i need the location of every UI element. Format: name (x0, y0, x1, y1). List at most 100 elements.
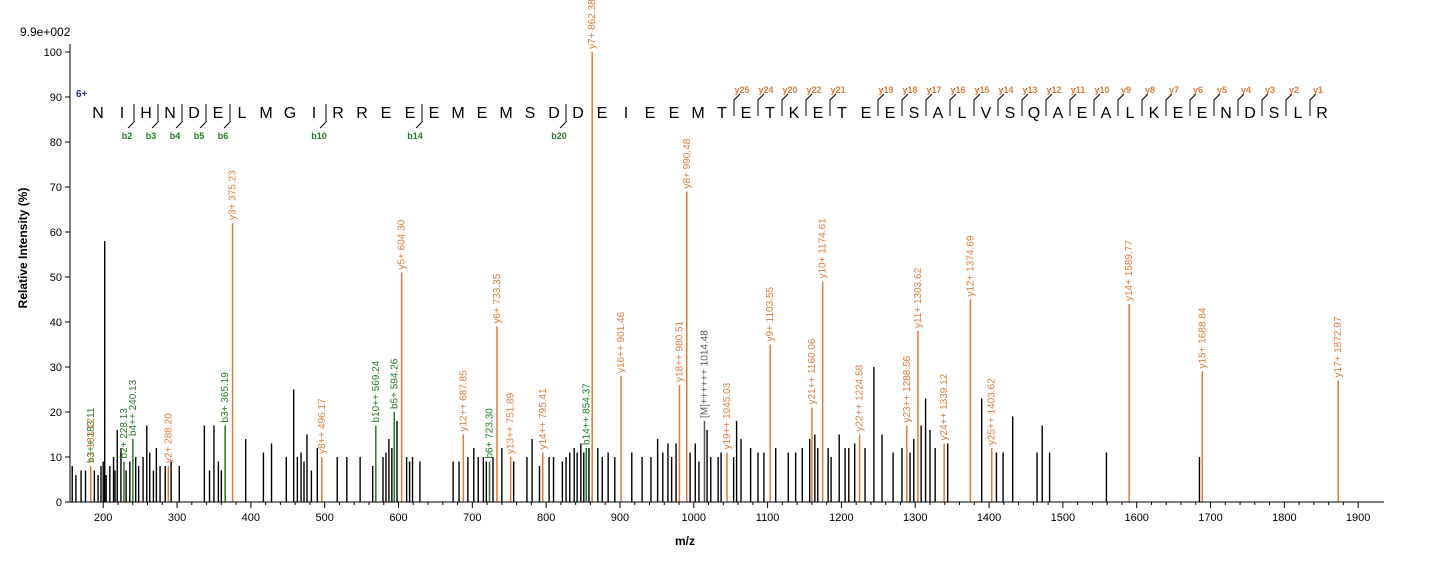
residue-letter: E (1197, 105, 1208, 122)
y-ion-label: y22 (806, 85, 821, 95)
residue-letter: L (1294, 105, 1303, 122)
y-ion-label: y10 (1094, 85, 1109, 95)
peak-label: [M]++++++ 1014.48 (699, 330, 710, 418)
y-ion-bracket (781, 93, 789, 116)
y-ion-label: y14 (998, 85, 1013, 95)
peak-label: y15+ 1688.84 (1197, 307, 1208, 368)
y-ion-label: y19 (878, 85, 893, 95)
y-tick-label: 40 (50, 317, 62, 329)
residue-letter: T (717, 105, 727, 122)
y-tick-label: 80 (50, 137, 62, 149)
peaks-layer (71, 52, 1339, 502)
residue-letter: D (548, 105, 560, 122)
residue-letter: K (789, 105, 800, 122)
peak-label: y22++ 1224.58 (855, 364, 866, 431)
x-tick-label: 1100 (756, 512, 780, 524)
residue-letter: M (451, 105, 464, 122)
b-ion-bracket (223, 104, 231, 129)
b-ion-bracket (175, 104, 183, 129)
residue-letter: H (140, 105, 152, 122)
x-tick-label: 1700 (1198, 512, 1222, 524)
residue-letter: E (861, 105, 872, 122)
x-tick-label: 1800 (1272, 512, 1296, 524)
y-axis-title: Relative Intensity (%) (16, 188, 30, 309)
y-ion-label: y16 (950, 85, 965, 95)
x-tick-label: 1900 (1346, 512, 1370, 524)
residue-letter: E (213, 105, 224, 122)
y-ion-bracket (1093, 93, 1101, 116)
y-ion-bracket (1069, 93, 1077, 116)
residue-letter: E (597, 105, 608, 122)
residue-letter: L (958, 105, 967, 122)
b-ion-label: b20 (551, 131, 567, 141)
residue-letter: S (1269, 105, 1280, 122)
b-ion-bracket (319, 104, 327, 129)
residue-letter: E (669, 105, 680, 122)
residue-letter: M (499, 105, 512, 122)
x-tick-label: 500 (316, 512, 334, 524)
b-ion-bracket (127, 104, 135, 129)
y-ion-label: y1 (1313, 85, 1323, 95)
y-ion-label: y4 (1241, 85, 1251, 95)
axes-layer: 0 10 20 30 40 50 60 70 80 90 100 200 300 400 500 600 700… (44, 44, 1384, 524)
residue-letter: V (981, 105, 992, 122)
peak-label: y5+ 604.30 (397, 219, 408, 269)
residue-letter: A (933, 105, 944, 122)
x-tick-label: 800 (537, 512, 555, 524)
residue-letter: D (572, 105, 584, 122)
peak-label: y16++ 901.46 (616, 311, 627, 373)
y-tick-label: 10 (50, 452, 62, 464)
peak-label: b3++ 183.11 (86, 407, 97, 463)
residue-letter: M (691, 105, 704, 122)
peak-label: y14++ 795.41 (538, 388, 549, 450)
y-ion-bracket (1117, 93, 1125, 116)
y-ion-label: y17 (926, 85, 941, 95)
peak-label: b10++ 569.24 (371, 360, 382, 422)
b-ion-bracket (559, 104, 567, 129)
y-ion-bracket (1237, 93, 1245, 116)
b-ion-bracket (415, 104, 423, 129)
x-tick-label: 600 (389, 512, 407, 524)
peak-label: y12+ 1374.69 (965, 235, 976, 296)
residue-letter: I (624, 105, 628, 122)
residue-letter: E (885, 105, 896, 122)
x-tick-label: 200 (94, 512, 112, 524)
b-ion-bracket (199, 104, 207, 129)
residue-letter: M (259, 105, 272, 122)
y-ion-bracket (1189, 93, 1197, 116)
y-tick-label: 50 (50, 272, 62, 284)
residue-letter: E (405, 105, 416, 122)
y-ion-bracket (901, 93, 909, 116)
peak-label: y18++ 980.51 (674, 320, 685, 382)
y-tick-label: 20 (50, 407, 62, 419)
peak-label: y10+ 1174.61 (818, 218, 829, 279)
y-ion-label: y25 (734, 85, 749, 95)
peak-label: y7+ 862.38 (587, 0, 598, 49)
residue-letter: Q (1028, 105, 1040, 122)
y-ion-bracket (1309, 93, 1317, 116)
peak-label: y23++ 1288.56 (902, 355, 913, 422)
residue-letter: R (1316, 105, 1328, 122)
residue-letter: A (1101, 105, 1112, 122)
peak-label: y13++ 751.89 (506, 392, 517, 454)
residue-letter: D (188, 105, 200, 122)
peak-label: y2+ 288.20 (163, 413, 174, 463)
peak-label: y6+ 733.35 (492, 273, 503, 323)
residue-letter: D (1244, 105, 1256, 122)
peak-label: b4++ 240.13 (128, 379, 139, 436)
b-ion-label: b3 (146, 131, 157, 141)
residue-letter: E (1173, 105, 1184, 122)
peak-label: y3+ 375.23 (228, 170, 239, 220)
y-ion-bracket (1165, 93, 1173, 116)
residue-letter: N (92, 105, 104, 122)
y-ion-label: y11 (1071, 85, 1086, 95)
b-ion-label: b10 (311, 131, 327, 141)
residue-letter: E (741, 105, 752, 122)
residue-letter: E (429, 105, 440, 122)
residue-letter: I (312, 105, 316, 122)
x-tick-label: 1000 (682, 512, 706, 524)
residue-letter: L (1126, 105, 1135, 122)
residue-letter: L (238, 105, 247, 122)
y-ion-label: y21 (830, 85, 845, 95)
